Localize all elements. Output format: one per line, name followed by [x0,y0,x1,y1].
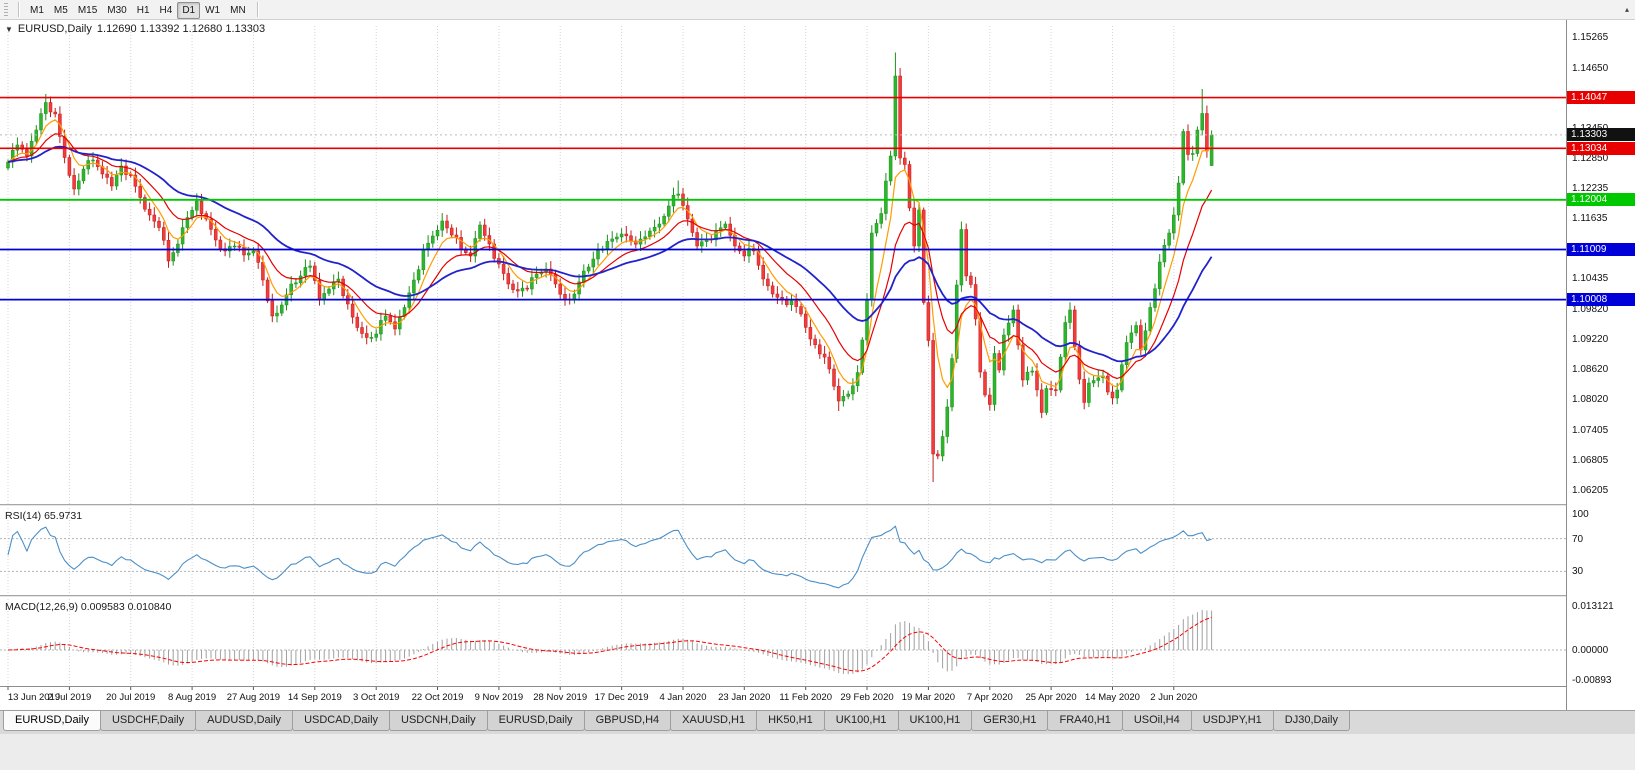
timeframe-button-m30[interactable]: M30 [102,2,131,19]
chart-tab-fra40-h1[interactable]: FRA40,H1 [1047,711,1123,731]
price-scale[interactable]: 1.15265 1.14650 1.13450 1.12850 1.12235 1.116… [1566,20,1635,710]
x-axis-label: 2 Jul 2019 [47,692,91,703]
toolbar-separator [18,2,19,17]
price-scale-label: 1.13450 [1572,123,1608,134]
price-scale-label: 1.12235 [1572,183,1609,195]
price-scale-label: 1.06205 [1572,484,1609,496]
chart-tab-audusd-daily[interactable]: AUDUSD,Daily [195,711,294,731]
ma-fast-line [7,119,1213,388]
hline-price-badge: 1.11009 [1567,243,1635,257]
timeframe-button-d1[interactable]: D1 [177,2,201,19]
hline-price-badge: 1.12004 [1567,193,1635,207]
chart-window: 13 Jun 2019 2 Jul 2019 20 Jul 2019 8 Aug 20… [0,20,1635,710]
price-scale-label: 1.11635 [1572,213,1608,225]
macd-label: MACD(12,26,9) 0.009583 0.010840 [5,601,172,613]
macd-scale-label: 0.00000 [1572,645,1609,657]
chart-tab-dj30-daily[interactable]: DJ30,Daily [1272,711,1350,731]
timeframe-toolbar: M1 M5 M15 M30 H1 H4 D1 W1 MN ▴ [0,0,1635,20]
last-price-badge: 1.13303 [1567,128,1635,142]
x-axis-label: 28 Nov 2019 [533,692,587,703]
chart-ohlc-label: 1.12690 1.13392 1.12680 1.13303 [96,23,266,35]
price-scale-label: 1.15265 [1572,31,1609,43]
x-axis-label: 22 Oct 2019 [412,692,464,703]
bottom-area [0,734,1635,770]
macd-signal-line [7,616,1212,672]
panel-splitter[interactable] [0,595,1635,598]
x-axis-label: 4 Jan 2020 [659,692,706,703]
timeframe-button-w1[interactable]: W1 [200,2,225,19]
price-scale-label: 1.10435 [1572,273,1609,285]
hline-price-badge: 1.14047 [1567,91,1635,105]
timeframe-buttons: M1 M5 M15 M30 H1 H4 D1 W1 MN [25,0,251,19]
price-scale-label: 1.06805 [1572,454,1609,466]
hline-price-badge: 1.10008 [1567,293,1635,307]
price-scale-label: 1.14650 [1572,62,1609,74]
x-axis-label: 29 Feb 2020 [840,692,893,703]
x-axis-label: 8 Aug 2019 [168,692,216,703]
x-axis-label: 17 Dec 2019 [595,692,649,703]
symbol-dropdown-icon[interactable]: ▼ [5,24,13,34]
price-scale-label: 1.08020 [1572,394,1609,405]
price-scale-label: 1.07405 [1572,424,1609,436]
x-axis-label: 13 Jun 2019 [8,692,60,703]
timeframe-button-m1[interactable]: M1 [25,2,49,19]
chart-tab-eurusd-daily[interactable]: EURUSD,Daily [486,711,585,731]
price-scale-label: 1.12850 [1572,152,1609,164]
x-axis-label: 11 Feb 2020 [779,692,832,703]
x-axis-label: 19 Mar 2020 [902,692,955,703]
chart-tab-uk100-h1[interactable]: UK100,H1 [823,711,899,731]
x-axis-label: 2 Jun 2020 [1150,692,1197,703]
macd-scale-label: 0.013121 [1572,601,1614,612]
chart-tab-hk50-h1[interactable]: HK50,H1 [756,711,825,731]
macd-scale-label: -0.00893 [1572,675,1612,686]
toolbar-overflow-icon[interactable]: ▴ [1624,5,1629,14]
ma-mid-line [7,133,1213,380]
macd-histogram [12,609,1213,675]
rsi-scale-label: 70 [1572,533,1584,545]
rsi-scale-label: 30 [1572,566,1584,578]
grid-lines [7,26,1175,690]
x-axis-label: 14 Sep 2019 [288,692,342,703]
timeframe-button-m15[interactable]: M15 [73,2,102,19]
rsi-scale-label: 100 [1572,509,1589,520]
chart-title: ▼ EURUSD,Daily 1.12690 1.13392 1.12680 1… [5,23,265,35]
panel-splitter[interactable] [0,504,1635,507]
x-axis-label: 20 Jul 2019 [106,692,155,703]
timeframe-button-h4[interactable]: H4 [155,2,178,19]
rsi-line [7,525,1212,589]
price-scale-label: 1.09820 [1572,304,1609,315]
x-axis-label: 27 Aug 2019 [227,692,280,703]
chart-symbol-label: EURUSD,Daily [17,23,92,35]
chart-tab-uk100-h1[interactable]: UK100,H1 [897,711,973,731]
toolbar-separator [256,2,258,17]
chart-tab-gbpusd-h4[interactable]: GBPUSD,H4 [583,711,672,731]
timeframe-button-m5[interactable]: M5 [49,2,73,19]
toolbar-grip-icon[interactable] [4,2,8,17]
price-scale-label: 1.09220 [1572,334,1609,345]
x-axis-label: 9 Nov 2019 [475,692,524,703]
chart-tab-usoil-h4[interactable]: USOil,H4 [1121,711,1192,731]
chart-tab-usdjpy-h1[interactable]: USDJPY,H1 [1190,711,1274,731]
x-axis-label: 3 Oct 2019 [353,692,399,703]
rsi-label: RSI(14) 65.9731 [5,510,83,522]
horizontal-lines[interactable] [0,96,1566,301]
chart-tab-eurusd-daily[interactable]: EURUSD,Daily [3,711,101,731]
chart-tab-usdcnh-daily[interactable]: USDCNH,Daily [389,711,488,731]
timeframe-button-mn[interactable]: MN [225,2,251,19]
x-axis-label: 25 Apr 2020 [1025,692,1076,703]
hline-price-badge: 1.13034 [1567,141,1635,155]
x-axis-label: 14 May 2020 [1085,692,1140,703]
x-axis-label: 23 Jan 2020 [718,692,770,703]
timeframe-button-h1[interactable]: H1 [132,2,155,19]
chart-tab-xauusd-h1[interactable]: XAUUSD,H1 [670,711,758,731]
price-scale-label: 1.08620 [1572,364,1609,375]
chart-tab-usdcad-daily[interactable]: USDCAD,Daily [292,711,391,731]
chart-tab-bar: EURUSD,Daily USDCHF,Daily AUDUSD,Daily USDC… [0,710,1635,734]
x-axis-label: 7 Apr 2020 [967,692,1013,703]
chart-tab-usdchf-daily[interactable]: USDCHF,Daily [99,711,197,731]
chart-background [0,20,1635,710]
chart-tab-ger30-h1[interactable]: GER30,H1 [971,711,1049,731]
